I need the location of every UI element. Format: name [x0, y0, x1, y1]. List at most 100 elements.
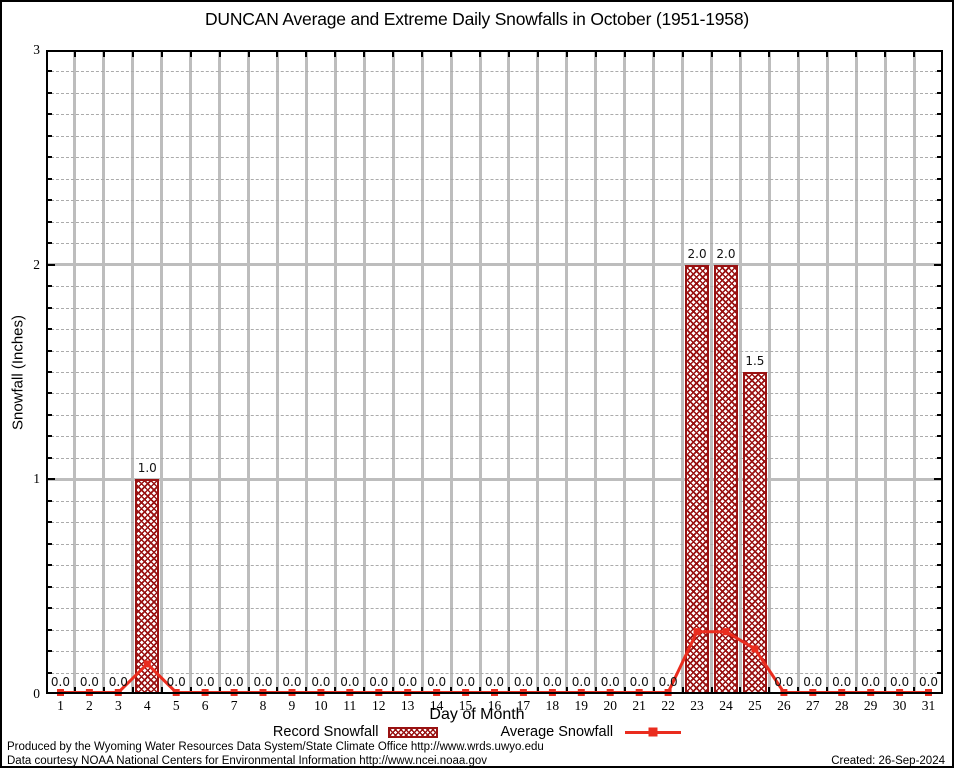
value-label-day-30: 0.0 [890, 675, 910, 689]
value-label-day-21: 0.0 [629, 675, 649, 689]
value-label-day-7: 0.0 [224, 675, 244, 689]
y-tick [46, 564, 52, 567]
y-tick [46, 456, 52, 459]
x-tick [797, 50, 800, 57]
y-tick [934, 263, 943, 266]
value-label-day-17: 0.0 [513, 675, 533, 689]
minor-gridline [46, 71, 943, 73]
y-tick [937, 650, 943, 653]
y-tick [46, 585, 52, 588]
x-tick [594, 50, 597, 57]
x-tick [73, 687, 76, 694]
x-tick [623, 687, 626, 694]
minor-gridline [46, 286, 943, 288]
record-snowfall-swatch-icon [388, 726, 439, 738]
x-tick [507, 50, 510, 57]
x-tick [73, 50, 76, 57]
x-tick [826, 687, 829, 694]
value-label-day-15: 0.0 [456, 675, 476, 689]
x-tick [913, 50, 916, 57]
x-tick [421, 687, 424, 694]
y-tick [46, 607, 52, 610]
average-marker-day-10 [317, 689, 325, 696]
y-tick [937, 628, 943, 631]
x-tick-label-6: 6 [201, 698, 209, 713]
average-marker-day-18 [548, 689, 556, 696]
x-tick [565, 50, 568, 57]
minor-gridline [46, 200, 943, 202]
minor-gridline [46, 672, 943, 674]
minor-gridline [46, 372, 943, 373]
x-tick [710, 687, 713, 694]
x-tick [363, 50, 366, 57]
y-tick [937, 91, 943, 94]
average-line-svg [57, 628, 932, 696]
average-marker-day-5 [172, 689, 180, 696]
minor-gridline [46, 157, 943, 159]
minor-gridline [46, 178, 943, 180]
x-tick-label-22: 22 [661, 698, 675, 713]
x-tick [681, 50, 684, 57]
y-tick [46, 263, 55, 266]
minor-gridline [46, 629, 943, 631]
y-tick [46, 478, 55, 481]
average-marker-day-20 [606, 689, 614, 696]
average-marker-day-2 [85, 689, 93, 696]
x-tick [623, 50, 626, 57]
y-tick [937, 113, 943, 116]
y-tick [46, 220, 52, 223]
minor-gridline [46, 114, 943, 116]
x-tick [826, 50, 829, 57]
minor-gridline [46, 243, 943, 245]
y-tick [46, 628, 52, 631]
x-tick-label-3: 3 [114, 698, 122, 713]
average-marker-day-16 [491, 689, 498, 696]
minor-gridline [46, 651, 943, 653]
value-label-day-18: 0.0 [542, 675, 562, 689]
x-tick-label-16: 16 [487, 698, 502, 713]
average-marker-day-29 [867, 689, 875, 696]
x-axis-title: Day of Month [429, 706, 525, 723]
x-tick-label-15: 15 [458, 698, 473, 713]
x-tick [218, 687, 221, 694]
legend-record-label: Record Snowfall [272, 724, 379, 740]
average-snowfall-line-icon [625, 727, 682, 737]
value-label-day-10: 0.0 [311, 675, 331, 689]
minor-gridline [46, 329, 943, 331]
average-marker-day-23 [693, 628, 701, 636]
y-tick [937, 671, 943, 674]
y-tick [46, 371, 52, 373]
y-tick [46, 285, 52, 288]
average-snowfall-marker-icon [648, 727, 658, 737]
x-tick [334, 50, 337, 57]
average-marker-day-24 [722, 628, 730, 636]
x-tick [218, 50, 221, 57]
record-bar-day-23 [685, 264, 710, 694]
x-tick [594, 687, 597, 694]
x-tick [768, 50, 771, 57]
y-tick [937, 392, 943, 395]
x-tick [363, 687, 366, 694]
value-label-day-23: 2.0 [687, 246, 707, 261]
value-label-day-28: 0.0 [832, 675, 852, 689]
y-tick [937, 134, 943, 137]
x-tick [652, 687, 655, 694]
x-tick-label-13: 13 [400, 698, 415, 713]
x-tick-label-7: 7 [230, 698, 238, 713]
y-tick [46, 113, 52, 116]
record-bar-day-25 [742, 372, 767, 694]
value-label-day-9: 0.0 [282, 675, 302, 689]
y-tick [937, 242, 943, 245]
y-tick [937, 328, 943, 331]
x-tick [189, 50, 192, 57]
x-tick [131, 50, 134, 57]
y-tick [937, 285, 943, 288]
minor-gridline [46, 135, 943, 137]
minor-gridline [46, 221, 943, 223]
x-tick-label-26: 26 [777, 698, 791, 713]
y-tick [46, 413, 52, 416]
minor-gridline [46, 565, 943, 567]
footer-created-date: Created: 26-Sep-2024 [831, 755, 945, 767]
average-marker-day-30 [896, 689, 904, 696]
average-marker-day-27 [809, 689, 817, 696]
